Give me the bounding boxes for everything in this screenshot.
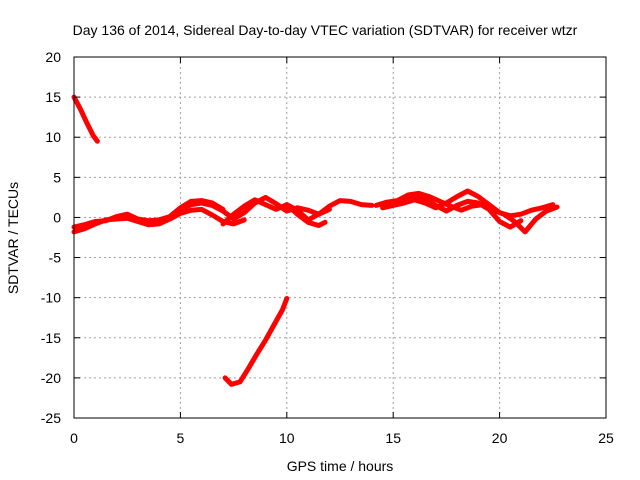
series-arc-8	[390, 193, 524, 230]
ticks	[73, 56, 607, 419]
series-arc-2	[71, 198, 226, 230]
x-tick-labels: 0 5 10 15 20 25	[70, 430, 614, 446]
y-tick-label: 5	[53, 169, 61, 185]
x-axis-label: GPS time / hours	[287, 458, 394, 474]
x-tick-label: 0	[70, 430, 78, 446]
chart-title: Day 136 of 2014, Sidereal Day-to-day VTE…	[73, 22, 578, 38]
y-tick-label: -15	[41, 330, 61, 346]
series-sat-a	[71, 94, 100, 144]
series-sat-b	[222, 296, 290, 387]
y-tick-label: -20	[41, 370, 61, 386]
series-arc-3	[177, 194, 332, 222]
y-tick-label: -25	[41, 410, 61, 426]
x-tick-label: 20	[492, 430, 508, 446]
y-tick-label: 10	[45, 129, 61, 145]
y-tick-label: -10	[41, 290, 61, 306]
y-tick-label: 20	[45, 49, 61, 65]
y-axis-label: SDTVAR / TECUs	[5, 182, 21, 294]
series-arc-4	[220, 197, 375, 227]
plot-frame	[73, 56, 607, 419]
series-arc-7	[380, 188, 556, 219]
y-tick-label: -5	[49, 250, 62, 266]
series-arc-5	[284, 202, 328, 228]
y-tick-labels: -25 -20 -15 -10 -5 0 5 10 15 20	[41, 49, 61, 426]
y-tick-label: 15	[45, 89, 61, 105]
grid	[74, 57, 606, 418]
x-tick-label: 15	[385, 430, 401, 446]
series-layer	[71, 94, 560, 387]
x-tick-label: 10	[279, 430, 295, 446]
y-tick-label: 0	[53, 209, 61, 225]
x-tick-label: 25	[598, 430, 614, 446]
x-tick-label: 5	[177, 430, 185, 446]
